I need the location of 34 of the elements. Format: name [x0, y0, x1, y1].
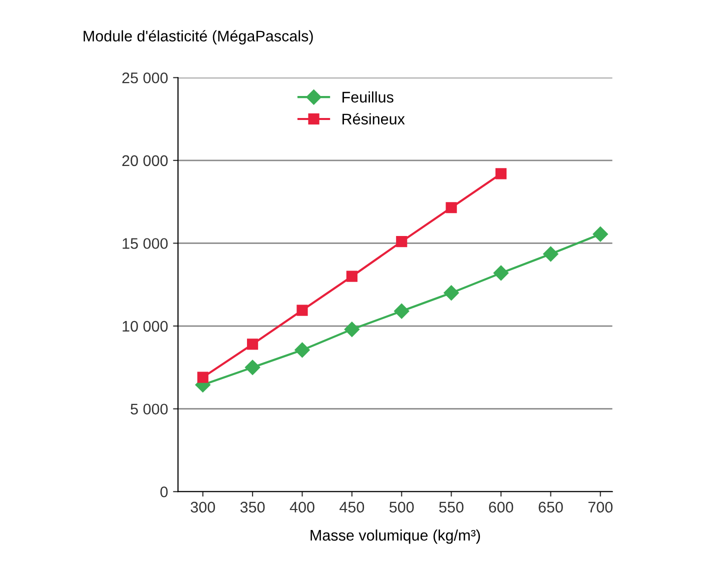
- point: [495, 168, 507, 180]
- point: [197, 372, 208, 383]
- x-tick-label: 400: [290, 502, 314, 513]
- legend-label: Résineux: [342, 113, 405, 124]
- x-tick-label: 650: [538, 502, 563, 513]
- point: [493, 265, 509, 281]
- x-tick-label: 350: [240, 502, 265, 513]
- point: [346, 270, 358, 282]
- y-tick-label: 0: [160, 486, 168, 498]
- point: [592, 226, 608, 242]
- point: [294, 342, 310, 358]
- x-tick-label: 600: [489, 502, 514, 513]
- point: [444, 285, 459, 300]
- x-tick-label: 300: [190, 502, 215, 513]
- point: [296, 304, 308, 316]
- legend-label: Feuillus: [342, 91, 394, 103]
- point: [446, 202, 457, 214]
- y-tick-label: 25 000: [122, 72, 168, 84]
- y-axis-title: Module d'élasticité (MégaPascals): [84, 30, 313, 45]
- x-tick-label: 700: [588, 502, 613, 513]
- point: [246, 338, 258, 350]
- y-tick-label: 5 000: [130, 404, 168, 415]
- point: [244, 360, 260, 375]
- point: [396, 236, 408, 248]
- point: [394, 304, 410, 319]
- x-tick-label: 500: [389, 502, 414, 513]
- x-tick-label: 550: [439, 502, 464, 513]
- x-tick-label: 450: [340, 502, 364, 513]
- point: [344, 322, 360, 337]
- y-tick-label: 10 000: [122, 320, 168, 332]
- point: [543, 246, 558, 262]
- x-axis-title: Masse volumique (kg/m³): [310, 529, 480, 544]
- y-tick-label: 20 000: [122, 155, 168, 166]
- y-tick-label: 15 000: [122, 238, 168, 249]
